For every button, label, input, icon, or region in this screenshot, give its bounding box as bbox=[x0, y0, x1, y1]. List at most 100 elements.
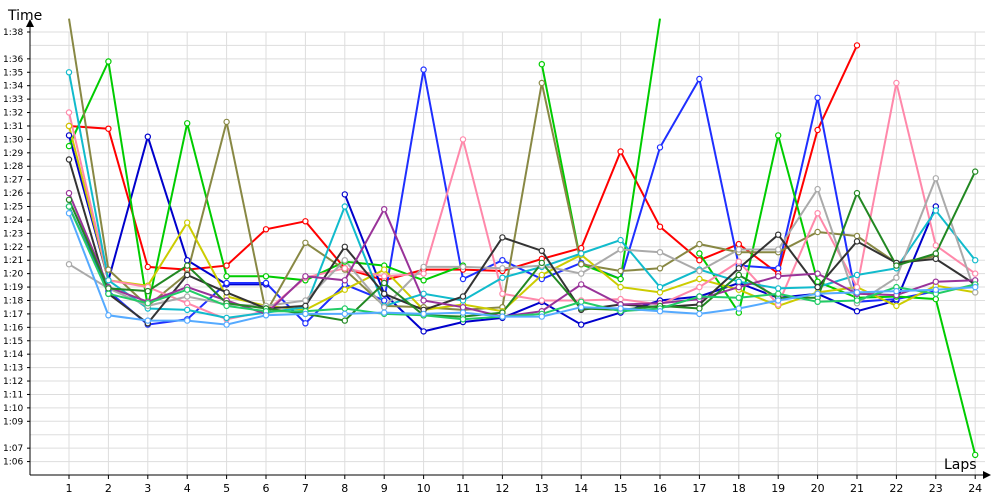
x-tick-labels: 1 2 3 4 5 6 7 8 9 10 11 12 13 14 15 16 17 18 19 20 21 22 23 24 bbox=[66, 475, 982, 495]
data-point bbox=[814, 209, 821, 217]
x-tick-label: 6 bbox=[263, 482, 270, 495]
x-tick-label: 16 bbox=[653, 482, 667, 495]
series-line-8 bbox=[68, 125, 976, 313]
y-tick-label: 1:24 bbox=[3, 216, 23, 226]
data-point bbox=[499, 290, 506, 297]
data-point bbox=[538, 297, 546, 304]
data-point bbox=[972, 168, 979, 175]
data-point bbox=[65, 109, 73, 116]
y-tick-labels: 1:06 1:07 1:09 1:10 1:11 1:12 1:13 1:14 1:15 1:16… bbox=[3, 28, 30, 468]
data-point bbox=[814, 298, 821, 305]
data-point bbox=[420, 277, 427, 284]
data-point bbox=[932, 255, 940, 263]
data-point bbox=[105, 266, 112, 273]
data-point bbox=[144, 287, 151, 295]
data-point bbox=[65, 209, 73, 217]
data-point bbox=[696, 267, 703, 275]
data-point bbox=[341, 310, 348, 318]
data-point bbox=[341, 317, 348, 324]
data-point bbox=[65, 203, 73, 210]
x-tick-label: 12 bbox=[495, 482, 509, 495]
data-point bbox=[853, 283, 861, 291]
data-point bbox=[302, 320, 309, 327]
data-point bbox=[775, 297, 782, 304]
data-point bbox=[499, 313, 506, 320]
data-point bbox=[183, 120, 191, 127]
y-tick-label: 1:21 bbox=[3, 256, 23, 266]
y-tick-label: 1:31 bbox=[3, 122, 23, 132]
data-point bbox=[932, 207, 940, 214]
data-point bbox=[223, 302, 230, 310]
y-tick-label: 1:14 bbox=[3, 350, 23, 360]
data-point bbox=[617, 295, 624, 303]
y-tick-label: 1:36 bbox=[3, 55, 23, 65]
data-point bbox=[183, 300, 191, 307]
data-point bbox=[853, 238, 861, 245]
data-point bbox=[302, 310, 309, 318]
data-point bbox=[420, 310, 427, 318]
y-tick-label: 1:09 bbox=[3, 417, 23, 427]
data-point bbox=[893, 287, 900, 295]
data-point bbox=[420, 290, 427, 297]
data-point bbox=[814, 290, 821, 297]
series-points bbox=[65, 42, 979, 459]
y-tick-label: 1:10 bbox=[3, 404, 23, 414]
data-point bbox=[381, 266, 388, 273]
data-point bbox=[105, 125, 112, 132]
data-point bbox=[578, 250, 585, 257]
data-point bbox=[420, 328, 427, 335]
data-point bbox=[656, 248, 664, 256]
x-tick-label: 9 bbox=[381, 482, 388, 495]
data-point bbox=[499, 274, 506, 281]
data-point bbox=[775, 273, 782, 280]
data-point bbox=[617, 283, 624, 291]
grid bbox=[30, 31, 985, 475]
y-tick-label: 1:16 bbox=[3, 323, 23, 333]
y-tick-label: 1:26 bbox=[3, 189, 23, 199]
data-point bbox=[459, 136, 467, 143]
x-tick-label: 13 bbox=[535, 482, 549, 495]
data-point bbox=[341, 277, 348, 284]
y-tick-label: 1:19 bbox=[3, 283, 23, 293]
data-point bbox=[341, 191, 348, 198]
x-tick-label: 17 bbox=[692, 482, 706, 495]
data-point bbox=[183, 271, 191, 279]
data-point bbox=[223, 314, 230, 322]
data-point bbox=[223, 279, 230, 287]
data-point bbox=[420, 270, 427, 277]
data-point bbox=[893, 274, 900, 281]
y-tick-label: 1:27 bbox=[3, 176, 23, 186]
y-tick-label: 1:30 bbox=[3, 135, 23, 145]
data-point bbox=[775, 132, 782, 139]
data-point bbox=[735, 271, 743, 279]
data-point bbox=[183, 293, 191, 300]
data-point bbox=[381, 304, 388, 311]
series-line-10 bbox=[68, 72, 976, 319]
y-tick-label: 1:20 bbox=[3, 270, 23, 280]
data-point bbox=[538, 313, 546, 320]
data-point bbox=[617, 236, 624, 244]
y-tick-label: 1:12 bbox=[3, 377, 23, 387]
data-point bbox=[932, 295, 940, 303]
data-point bbox=[65, 69, 73, 76]
data-point bbox=[932, 286, 940, 293]
data-point bbox=[578, 298, 585, 305]
data-point bbox=[853, 271, 861, 279]
x-tick-label: 8 bbox=[341, 482, 348, 495]
data-point bbox=[735, 278, 743, 285]
data-point bbox=[302, 273, 309, 280]
data-point bbox=[853, 289, 861, 296]
y-tick-label: 1:28 bbox=[3, 162, 23, 172]
data-point bbox=[617, 246, 624, 253]
x-tick-label: 20 bbox=[811, 482, 825, 495]
data-point bbox=[183, 262, 191, 269]
x-axis-title: Laps bbox=[944, 457, 977, 473]
data-point bbox=[775, 265, 782, 272]
y-tick-label: 1:23 bbox=[3, 229, 23, 239]
data-point bbox=[853, 232, 861, 240]
data-point bbox=[696, 305, 703, 312]
data-point bbox=[853, 297, 861, 304]
x-tick-label: 11 bbox=[456, 482, 470, 495]
data-point bbox=[459, 293, 467, 300]
data-point bbox=[617, 305, 624, 312]
